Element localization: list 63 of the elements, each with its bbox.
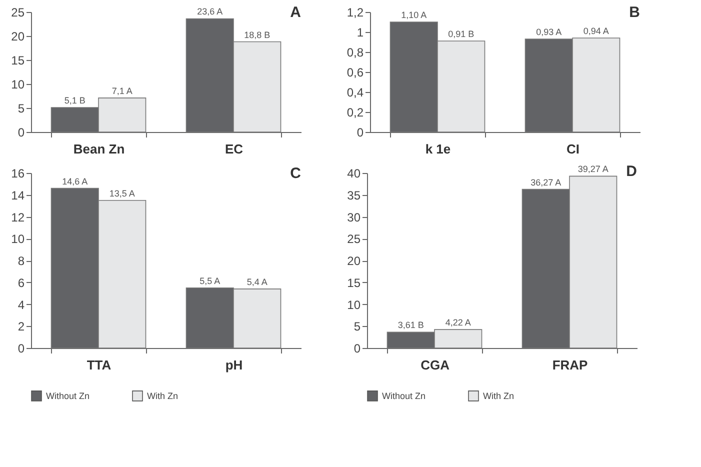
chart-title: A (290, 4, 302, 21)
y-tick-label: 6 (18, 276, 25, 290)
x-tick-label: Bean Zn (73, 142, 125, 156)
y-tick-label: 14 (11, 188, 25, 202)
data-label: 1,10 A (401, 10, 427, 20)
y-tick-label: 16 (11, 166, 25, 180)
data-label: 0,93 A (536, 27, 562, 37)
chart-title: D (626, 163, 638, 180)
data-label: 5,5 A (200, 276, 220, 286)
y-tick-label: 20 (11, 30, 25, 44)
y-tick-label: 35 (347, 188, 361, 202)
y-tick-label: 2 (18, 320, 25, 334)
x-tick-label: k 1e (425, 142, 451, 156)
data-label: 5,1 B (64, 96, 86, 106)
legend-label: Without Zn (382, 390, 426, 401)
legend-label: With Zn (147, 390, 178, 401)
chart-title: B (629, 4, 640, 21)
data-label: 14,6 A (62, 176, 88, 186)
data-label: 18,8 B (244, 30, 270, 40)
y-tick-label: 0 (18, 342, 25, 356)
x-tick-label: CGA (420, 358, 450, 372)
y-tick-label: 0 (356, 126, 364, 140)
data-label: 4,22 A (445, 318, 471, 328)
data-label: 39,27 A (578, 164, 608, 174)
y-tick-label: 10 (11, 232, 25, 246)
y-tick-label: 5 (18, 102, 25, 116)
y-tick-label: 25 (347, 232, 361, 246)
data-label: 0,94 A (583, 26, 609, 36)
y-tick-label: 1,2 (346, 6, 364, 20)
y-tick-label: 0,8 (346, 46, 364, 60)
y-tick-label: 1 (356, 26, 364, 40)
x-tick-label: FRAP (552, 358, 588, 372)
y-tick-label: 0,4 (346, 86, 364, 100)
y-tick-label: 4 (18, 298, 25, 312)
legend-label: With Zn (483, 390, 514, 401)
data-label: 0,91 B (448, 29, 474, 39)
y-tick-label: 15 (11, 54, 25, 68)
y-tick-label: 0,2 (346, 106, 364, 120)
data-label: 7,1 A (112, 86, 132, 96)
y-tick-label: 30 (347, 210, 361, 224)
y-tick-label: 20 (347, 254, 361, 268)
chart-title: C (290, 165, 302, 182)
y-tick-label: 5 (354, 320, 361, 334)
y-tick-label: 0,6 (346, 66, 364, 80)
data-label: 5,4 A (246, 276, 268, 287)
y-tick-label: 0 (18, 126, 25, 140)
y-tick-label: 25 (11, 6, 25, 20)
x-tick-label: pH (225, 358, 243, 372)
y-tick-label: 8 (18, 254, 25, 268)
data-label: 23,6 A (197, 6, 223, 17)
x-tick-label: EC (224, 142, 244, 156)
data-label: 3,61 B (398, 320, 424, 330)
y-tick-label: 15 (347, 276, 361, 290)
y-tick-label: 10 (11, 78, 25, 92)
y-tick-label: 12 (11, 210, 25, 224)
y-tick-label: 10 (347, 298, 361, 312)
legend-label: Without Zn (46, 390, 90, 401)
x-tick-label: CI (566, 142, 580, 156)
y-tick-label: 0 (354, 342, 361, 356)
x-tick-label: TTA (86, 358, 112, 372)
data-label: 13,5 A (109, 188, 135, 198)
data-label: 36,27 A (530, 177, 562, 188)
y-tick-label: 40 (347, 166, 361, 180)
